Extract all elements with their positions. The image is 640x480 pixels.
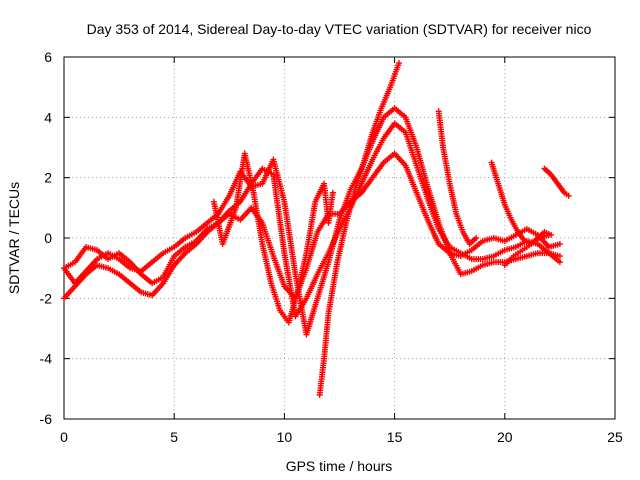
series-track-6 (435, 108, 480, 248)
data-point (396, 60, 403, 67)
data-point (329, 189, 336, 196)
y-tick-label: 6 (44, 49, 52, 65)
y-tick-label: -4 (40, 351, 53, 367)
x-tick-label: 10 (277, 429, 293, 445)
data-point (556, 253, 563, 260)
y-tick-label: -6 (40, 411, 53, 427)
y-tick-label: 0 (44, 230, 52, 246)
series-track-4 (210, 150, 336, 326)
data-point (556, 259, 563, 266)
y-axis-label: SDTVAR / TECUs (6, 182, 22, 294)
x-tick-label: 5 (170, 429, 178, 445)
y-tick-labels: -6 -4 -2 0 2 4 6 (40, 49, 53, 427)
x-tick-label: 25 (607, 429, 623, 445)
gridlines (64, 57, 615, 419)
data-series (61, 60, 572, 398)
x-tick-label: 15 (387, 429, 403, 445)
data-point (556, 241, 563, 248)
y-tick-label: -2 (40, 290, 53, 306)
series-track-5 (316, 60, 403, 398)
x-axis-label: GPS time / hours (286, 458, 393, 474)
data-point (565, 192, 572, 199)
data-point (545, 231, 552, 238)
y-tick-label: 4 (44, 109, 52, 125)
x-tick-label: 0 (60, 429, 68, 445)
series-track-8 (541, 165, 572, 199)
data-point (473, 235, 480, 241)
x-tick-label: 20 (497, 429, 513, 445)
x-tick-labels: 0 5 10 15 20 25 (60, 429, 623, 445)
series-track-9 (501, 231, 552, 269)
chart-title: Day 353 of 2014, Sidereal Day-to-day VTE… (87, 21, 592, 37)
y-tick-label: 2 (44, 170, 52, 186)
axis-ticks (63, 56, 616, 420)
